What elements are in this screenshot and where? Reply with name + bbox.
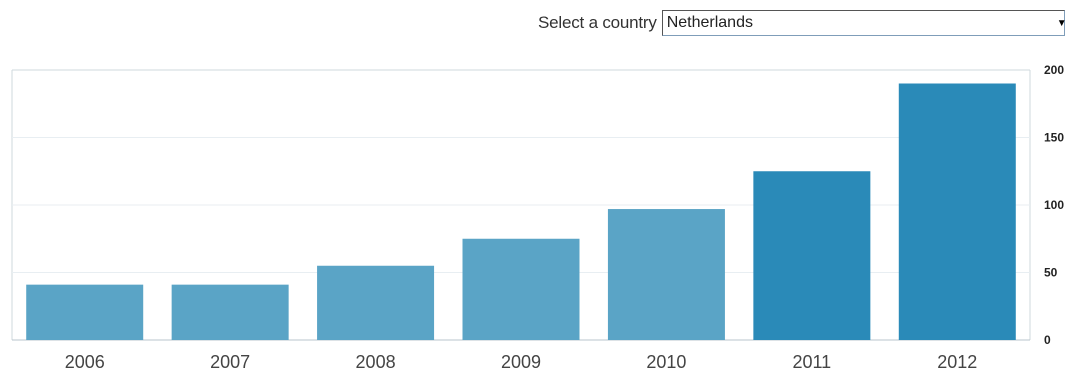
x-tick-label-2007: 2007 xyxy=(210,352,250,372)
bar-2009 xyxy=(462,238,580,340)
bar-2012 xyxy=(898,83,1016,340)
x-tick-label-2006: 2006 xyxy=(65,352,105,372)
y-tick-label-100: 100 xyxy=(1044,198,1064,212)
x-tick-label-2012: 2012 xyxy=(937,352,977,372)
country-selector: Select a country Netherlands ▼ xyxy=(538,9,1067,37)
y-tick-label-150: 150 xyxy=(1044,131,1064,145)
bar-2011 xyxy=(753,171,871,340)
bar-2008 xyxy=(317,265,435,340)
x-tick-label-2008: 2008 xyxy=(356,352,396,372)
y-tick-label-200: 200 xyxy=(1044,63,1064,77)
x-tick-label-2011: 2011 xyxy=(792,352,831,372)
y-tick-label-0: 0 xyxy=(1044,333,1051,347)
y-tick-label-50: 50 xyxy=(1044,266,1058,280)
country-select-value: Netherlands xyxy=(666,14,753,31)
bar-2010 xyxy=(607,209,725,340)
x-tick-label-2009: 2009 xyxy=(501,352,541,372)
x-tick-label-2010: 2010 xyxy=(646,352,686,372)
country-selector-label: Select a country xyxy=(538,13,657,32)
bar-2007 xyxy=(171,284,289,340)
bar-2006 xyxy=(26,284,144,340)
country-select[interactable]: Netherlands ▼ xyxy=(661,10,1067,36)
dropdown-arrow-icon[interactable]: ▼ xyxy=(1056,17,1067,29)
